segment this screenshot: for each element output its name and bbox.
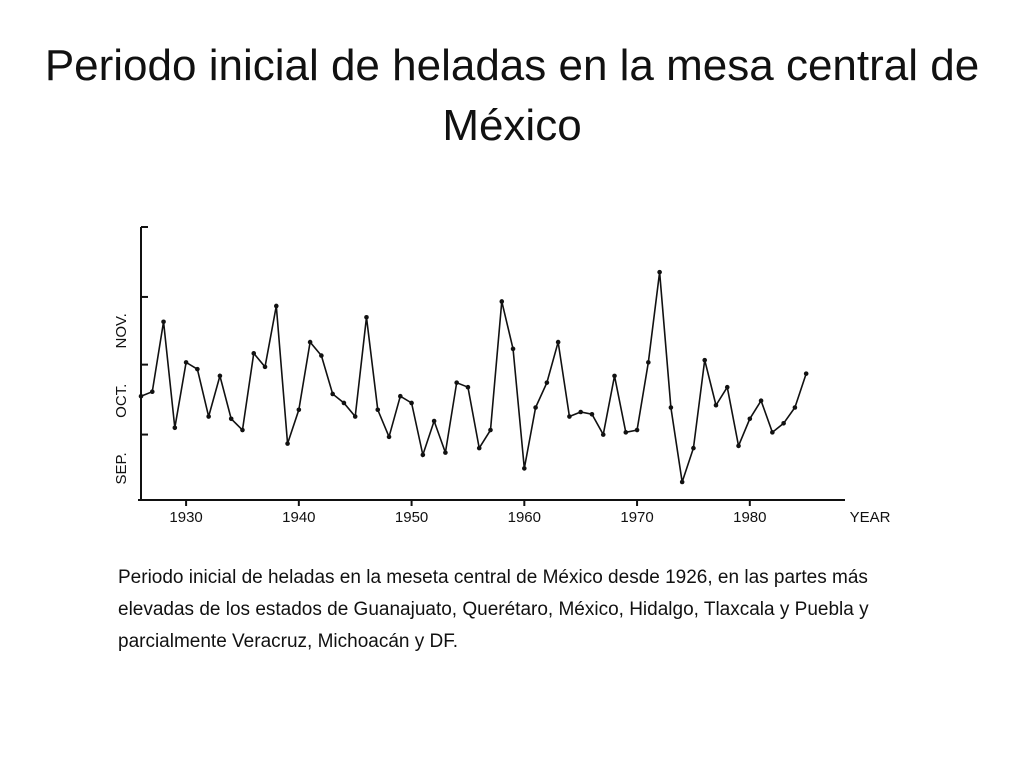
data-point	[420, 452, 426, 458]
x-tick-label: 1940	[282, 509, 315, 526]
data-point	[522, 466, 527, 471]
data-point	[646, 360, 651, 365]
data-point	[149, 389, 155, 395]
data-point	[398, 393, 403, 399]
data-point	[736, 443, 741, 449]
data-point	[758, 398, 764, 404]
data-point	[217, 373, 223, 379]
data-point	[285, 441, 290, 446]
data-point	[206, 414, 211, 419]
data-point	[499, 299, 505, 304]
data-point	[409, 400, 414, 406]
data-point	[476, 445, 482, 451]
data-point	[803, 371, 809, 376]
y-tick-label: NOV.	[113, 313, 130, 348]
data-point	[330, 391, 335, 397]
data-point	[228, 416, 234, 422]
data-point	[668, 405, 674, 410]
data-point	[431, 418, 437, 424]
data-point	[713, 402, 719, 408]
data-point	[307, 339, 313, 345]
x-tick-label: 1930	[169, 509, 202, 526]
data-point	[634, 427, 640, 433]
data-point	[533, 405, 538, 410]
x-tick-label: 1960	[508, 509, 541, 526]
data-point	[454, 380, 459, 385]
data-point	[555, 339, 561, 345]
data-point	[375, 407, 381, 413]
data-point	[352, 414, 358, 419]
data-point	[262, 364, 268, 370]
data-point	[544, 380, 550, 385]
data-point	[488, 427, 493, 433]
data-point	[296, 407, 302, 413]
data-point	[161, 319, 166, 325]
data-point	[183, 360, 189, 365]
data-line	[140, 272, 807, 483]
data-point	[679, 479, 685, 485]
data-point	[770, 430, 775, 435]
data-point	[273, 303, 279, 309]
data-point	[781, 420, 786, 426]
slide-title: Periodo inicial de heladas en la mesa ce…	[44, 41, 980, 150]
x-tick-label: 1950	[395, 509, 428, 526]
data-point	[341, 400, 347, 406]
data-point	[319, 353, 324, 358]
data-point	[600, 432, 606, 437]
data-point	[623, 430, 629, 435]
data-point	[510, 346, 516, 352]
x-tick-label: 1970	[620, 509, 653, 526]
data-point	[657, 269, 662, 275]
data-point	[724, 384, 730, 390]
data-point	[747, 416, 753, 422]
data-point	[138, 393, 144, 399]
data-point	[612, 373, 617, 379]
data-point	[364, 314, 369, 320]
x-tick-label: 1980	[733, 509, 766, 526]
data-point	[251, 351, 257, 356]
data-point	[589, 411, 595, 417]
data-point	[578, 409, 583, 415]
data-point	[702, 357, 708, 363]
data-point	[172, 425, 178, 431]
data-point	[691, 445, 696, 451]
data-point	[792, 405, 798, 410]
data-point	[465, 384, 471, 390]
data-point	[386, 434, 392, 440]
data-point	[240, 427, 245, 433]
x-axis-label: YEAR	[850, 509, 891, 526]
data-point	[443, 450, 448, 455]
y-tick-label: OCT.	[113, 384, 130, 418]
data-point	[195, 366, 200, 372]
data-point	[567, 414, 572, 419]
caption: Periodo inicial de heladas en la meseta …	[118, 567, 869, 652]
y-tick-label: SEP.	[113, 452, 130, 484]
